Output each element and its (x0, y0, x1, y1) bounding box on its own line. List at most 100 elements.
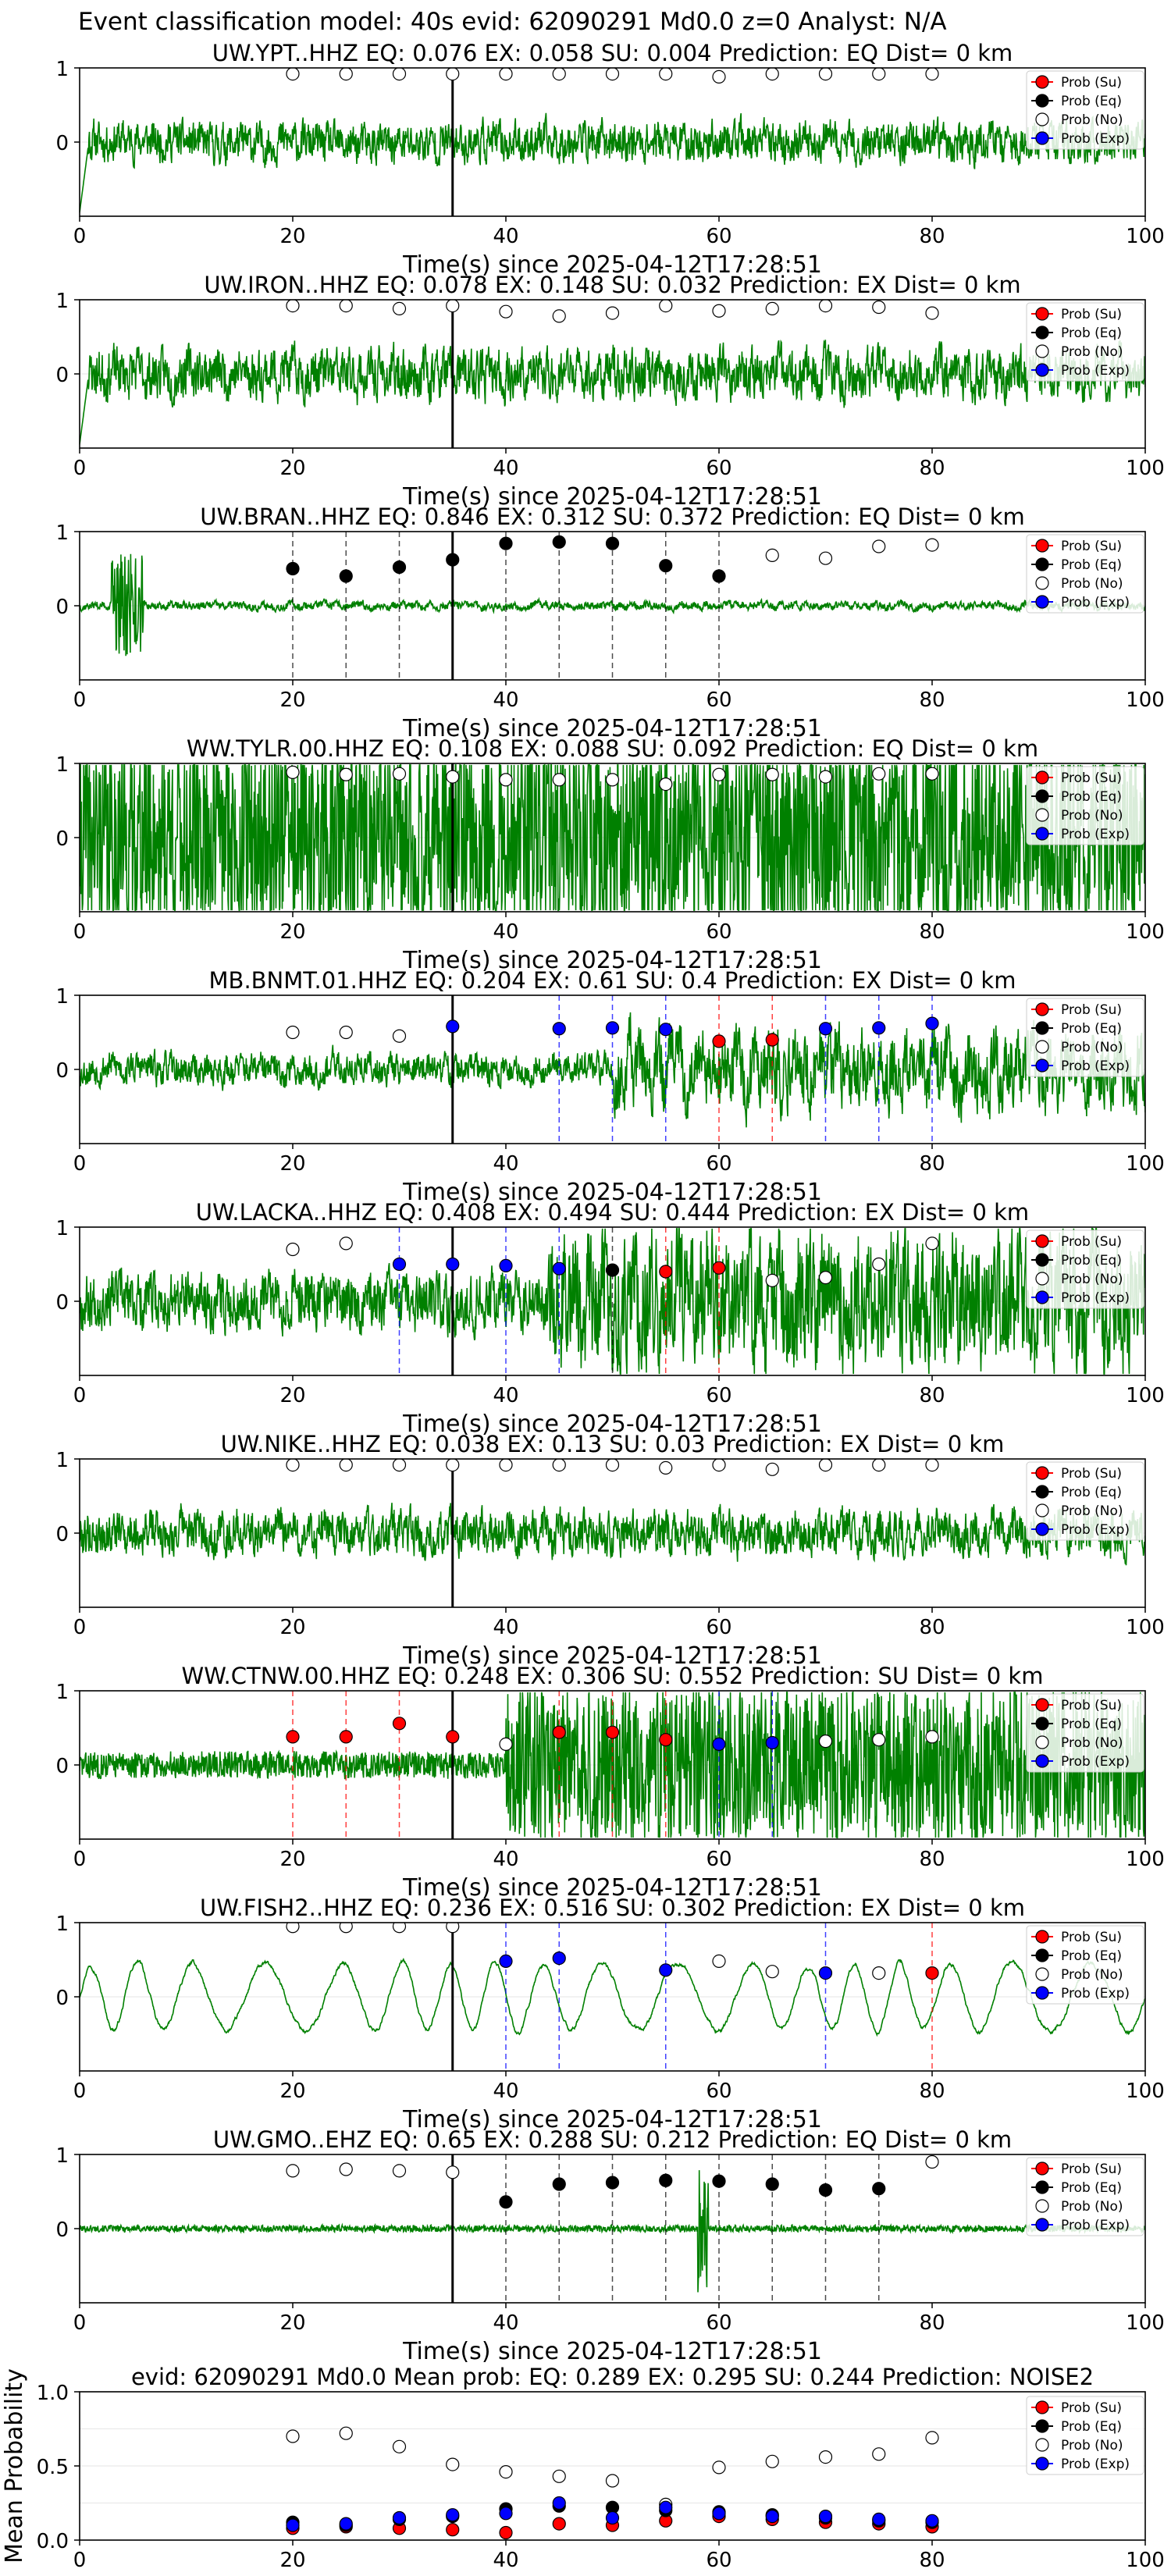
prob-marker-no (339, 1236, 353, 1251)
legend-item-no: Prob (No) (1035, 1272, 1123, 1287)
legend-label-exp: Prob (Exp) (1061, 2218, 1130, 2233)
legend-marker-no (1035, 112, 1049, 126)
legend-marker-su (1035, 1466, 1049, 1480)
legend-item-su: Prob (Su) (1031, 1466, 1122, 1482)
y-tick-label: 1 (55, 985, 69, 1009)
prob-marker-no (818, 1735, 833, 1749)
prob-marker-exp (872, 1021, 886, 1035)
plot-area (80, 2392, 1145, 2540)
prob-marker-no (286, 1459, 300, 1472)
x-tick-label: 60 (706, 920, 731, 944)
y-axis-label: Mean Probability (1, 2368, 28, 2564)
x-tick-label: 40 (493, 1616, 518, 1639)
x-tick-label: 40 (493, 688, 518, 712)
legend-item-su: Prob (Su) (1031, 2161, 1122, 2177)
x-tick-label: 80 (919, 920, 945, 944)
legend-marker-exp (1035, 363, 1049, 377)
prob-marker-no (818, 770, 833, 784)
legend-label-su: Prob (Su) (1061, 2161, 1122, 2177)
prob-marker-no (499, 1459, 513, 1472)
x-tick-label: 100 (1126, 225, 1165, 248)
prob-marker-su (446, 1730, 460, 1744)
x-tick-label: 80 (919, 225, 945, 248)
waveform (80, 1503, 1145, 1566)
prob-marker-no (605, 773, 620, 787)
panel-0: UW.YPT..HHZ EQ: 0.076 EX: 0.058 SU: 0.00… (55, 40, 1164, 279)
legend-label-eq: Prob (Eq) (1061, 1485, 1122, 1500)
prob-marker-exp (392, 1257, 407, 1272)
mean-marker-exp (552, 2496, 566, 2510)
prob-marker-eq (872, 2182, 886, 2196)
prob-marker-no (925, 538, 939, 552)
legend-item-exp: Prob (Exp) (1031, 2218, 1130, 2233)
x-tick-label: 40 (493, 2080, 518, 2103)
legend-marker-no (1035, 2199, 1049, 2213)
legend-marker-no (1035, 1272, 1049, 1286)
prob-marker-no (339, 68, 353, 81)
prob-marker-no (339, 300, 353, 313)
prob-marker-no (765, 68, 779, 81)
plot-area (80, 1923, 1145, 2071)
prob-marker-su (552, 1725, 566, 1739)
legend-label-exp: Prob (Exp) (1061, 2457, 1130, 2472)
prob-marker-eq (499, 2195, 513, 2209)
legend-label-exp: Prob (Exp) (1061, 1754, 1130, 1770)
legend-marker-eq (1035, 1485, 1049, 1499)
legend-marker-su (1035, 2161, 1049, 2176)
legend-label-eq: Prob (Eq) (1061, 1948, 1122, 1964)
plot-area (80, 532, 1145, 680)
prob-marker-no (872, 1459, 886, 1472)
legend-label-eq: Prob (Eq) (1061, 1021, 1122, 1037)
legend-marker-exp (1035, 827, 1049, 841)
legend-label-no: Prob (No) (1061, 2199, 1123, 2215)
panel-title: UW.NIKE..HHZ EQ: 0.038 EX: 0.13 SU: 0.03… (221, 1431, 1005, 1457)
prob-marker-no (872, 1966, 886, 1980)
legend-marker-eq (1035, 557, 1049, 571)
panel-4: MB.BNMT.01.HHZ EQ: 0.204 EX: 0.61 SU: 0.… (55, 967, 1164, 1206)
waveform (80, 1958, 1145, 2037)
prob-marker-eq (605, 1263, 620, 1277)
legend-item-eq: Prob (Eq) (1031, 1485, 1122, 1500)
x-tick-label: 40 (493, 2549, 518, 2572)
prob-marker-no (712, 304, 726, 318)
mean-marker-exp (499, 2507, 513, 2521)
prob-marker-no (925, 2154, 939, 2169)
prob-marker-exp (552, 1952, 566, 1966)
plot-area (80, 1459, 1145, 1607)
legend-box (1026, 534, 1144, 614)
legend-label-su: Prob (Su) (1061, 2400, 1122, 2416)
legend-label-eq: Prob (Eq) (1061, 789, 1122, 805)
prob-marker-su (659, 1265, 673, 1279)
prob-marker-no (605, 68, 620, 81)
series-exp (286, 2496, 939, 2532)
plot-area (80, 68, 1145, 216)
prob-marker-exp (446, 1019, 460, 1034)
legend-item-eq: Prob (Eq) (1031, 326, 1122, 341)
legend-label-exp: Prob (Exp) (1061, 827, 1130, 842)
x-tick-label: 80 (919, 2549, 945, 2572)
x-tick-label: 0 (73, 1848, 87, 1871)
mean-marker-exp (605, 2510, 620, 2525)
legend-item-exp: Prob (Exp) (1031, 1290, 1130, 1306)
prob-marker-no (286, 765, 300, 780)
legend-item-exp: Prob (Exp) (1031, 827, 1130, 842)
prob-marker-no (712, 1954, 726, 1968)
legend-item-exp: Prob (Exp) (1031, 1754, 1130, 1770)
prob-marker-no (872, 539, 886, 553)
x-tick-label: 40 (493, 225, 518, 248)
prob-marker-eq (765, 2177, 779, 2191)
legend-label-su: Prob (Su) (1061, 75, 1122, 91)
y-tick-label: 0 (55, 1291, 69, 1315)
waveform (80, 553, 1145, 656)
prob-marker-no (392, 767, 407, 781)
x-tick-label: 0 (73, 1616, 87, 1639)
legend-marker-eq (1035, 1948, 1049, 1962)
legend-marker-no (1035, 1503, 1049, 1517)
mean-marker-no (818, 2450, 833, 2464)
x-tick-label: 0 (73, 2311, 87, 2335)
legend-label-eq: Prob (Eq) (1061, 2180, 1122, 2196)
legend-item-no: Prob (No) (1035, 344, 1123, 360)
y-tick-label: 1 (55, 2144, 69, 2168)
legend-label-su: Prob (Su) (1061, 1234, 1122, 1250)
